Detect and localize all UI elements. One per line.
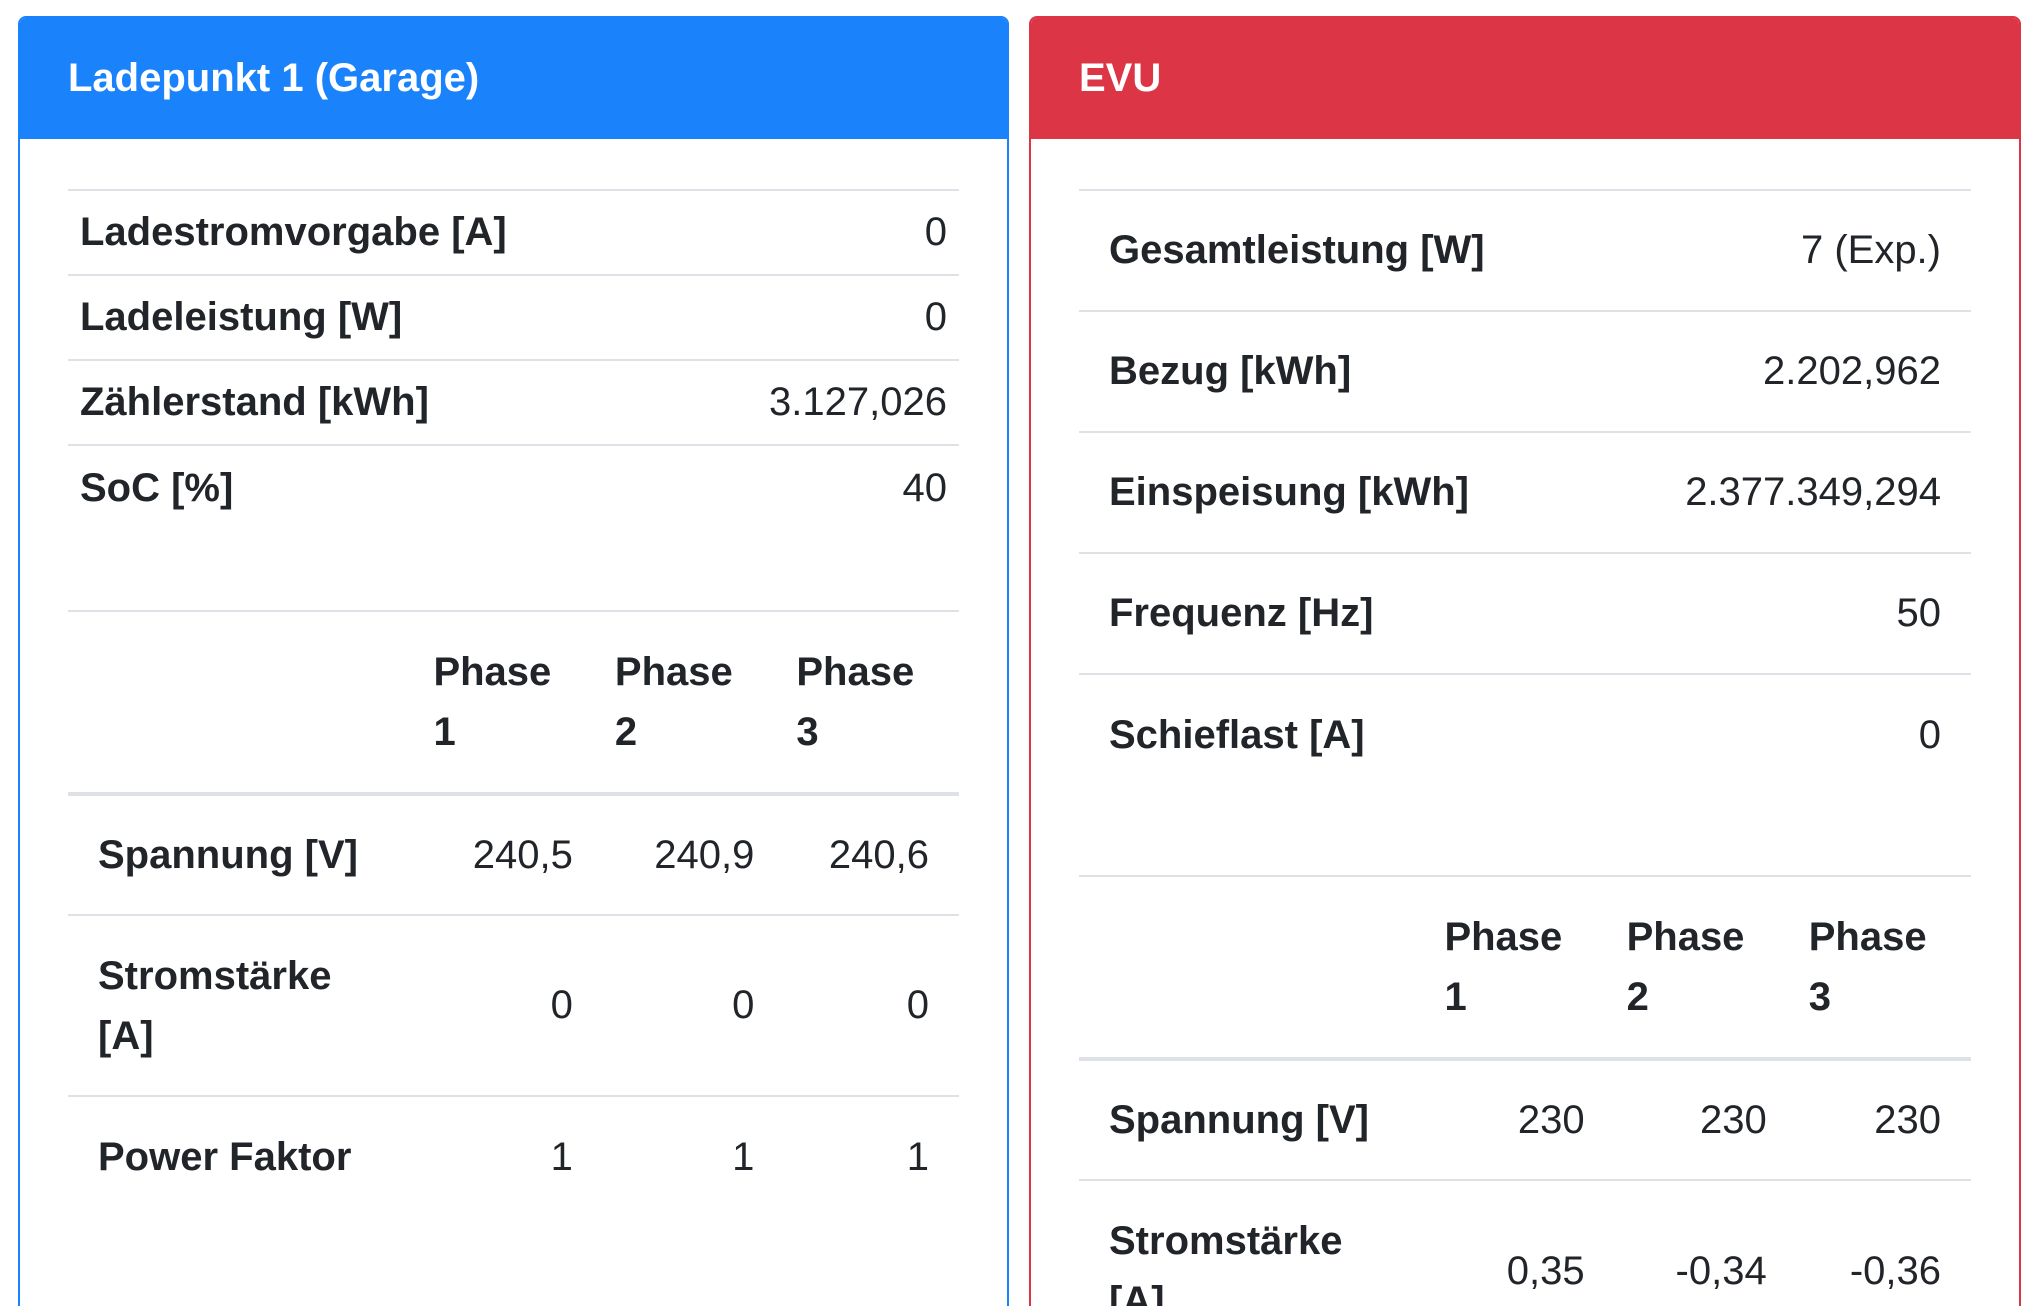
ladepunkt-title: Ladepunkt 1 (Garage) bbox=[68, 56, 480, 100]
row-label: SoC [%] bbox=[68, 444, 684, 530]
table-row: Spannung [V] 230 230 230 bbox=[1079, 1058, 1971, 1180]
table-row: Bezug [kWh] 2.202,962 bbox=[1079, 310, 1971, 432]
spacer bbox=[1079, 795, 1971, 875]
phase-3-value: 230 bbox=[1796, 1058, 1971, 1180]
row-value: 40 bbox=[683, 444, 959, 530]
evu-card-body: Gesamtleistung [W] 7 (Exp.) Bezug [kWh] … bbox=[1031, 139, 2019, 1306]
table-row: SoC [%] 40 bbox=[68, 444, 959, 530]
row-value: 0 bbox=[683, 274, 959, 360]
table-row: Zählerstand [kWh] 3.127,026 bbox=[68, 359, 959, 445]
table-row: Stromstärke [A] 0 0 0 bbox=[68, 914, 959, 1096]
row-value: 2.377.349,294 bbox=[1596, 431, 1971, 553]
header-phase-3: Phase 3 bbox=[784, 610, 959, 796]
row-label: Stromstärke [A] bbox=[1079, 1179, 1433, 1306]
phase-2-value: 230 bbox=[1614, 1058, 1797, 1180]
phase-2-value: 240,9 bbox=[602, 793, 785, 915]
phase-1-value: 1 bbox=[421, 1095, 603, 1217]
phase-1-value: 0,35 bbox=[1432, 1179, 1615, 1306]
row-label: Power Faktor bbox=[68, 1095, 422, 1217]
evu-summary-table: Gesamtleistung [W] 7 (Exp.) Bezug [kWh] … bbox=[1079, 189, 1971, 795]
row-label: Zählerstand [kWh] bbox=[68, 359, 684, 445]
header-phase-2: Phase 2 bbox=[1614, 875, 1797, 1061]
table-row: Gesamtleistung [W] 7 (Exp.) bbox=[1079, 189, 1971, 311]
row-value: 2.202,962 bbox=[1596, 310, 1971, 432]
evu-phase-table: Phase 1 Phase 2 Phase 3 Spannung [V] 230… bbox=[1079, 875, 1971, 1306]
row-value: 0 bbox=[1596, 673, 1971, 795]
row-label: Spannung [V] bbox=[68, 793, 422, 915]
ladepunkt-card-body: Ladestromvorgabe [A] 0 Ladeleistung [W] … bbox=[20, 139, 1007, 1217]
spacer bbox=[68, 530, 959, 610]
row-label: Spannung [V] bbox=[1079, 1058, 1433, 1180]
phase-3-value: 1 bbox=[784, 1095, 959, 1217]
phase-3-value: 0 bbox=[784, 914, 959, 1096]
table-row: Ladeleistung [W] 0 bbox=[68, 274, 959, 360]
evu-title: EVU bbox=[1079, 56, 1162, 100]
evu-card-header: EVU bbox=[1031, 18, 2019, 139]
evu-card: EVU Gesamtleistung [W] 7 (Exp.) Bezug [k… bbox=[1029, 16, 2021, 1306]
table-row: Power Faktor 1 1 1 bbox=[68, 1095, 959, 1217]
table-header-row: Phase 1 Phase 2 Phase 3 bbox=[1079, 875, 1971, 1061]
row-label: Einspeisung [kWh] bbox=[1079, 431, 1597, 553]
row-label: Schieflast [A] bbox=[1079, 673, 1597, 795]
ladepunkt-card: Ladepunkt 1 (Garage) Ladestromvorgabe [A… bbox=[18, 16, 1009, 1306]
table-row: Stromstärke [A] 0,35 -0,34 -0,36 bbox=[1079, 1179, 1971, 1306]
header-phase-3: Phase 3 bbox=[1796, 875, 1971, 1061]
phase-2-value: -0,34 bbox=[1614, 1179, 1797, 1306]
row-label: Ladeleistung [W] bbox=[68, 274, 684, 360]
row-value: 50 bbox=[1596, 552, 1971, 674]
header-empty bbox=[68, 610, 422, 796]
row-label: Gesamtleistung [W] bbox=[1079, 189, 1597, 311]
ladepunkt-summary-table: Ladestromvorgabe [A] 0 Ladeleistung [W] … bbox=[68, 189, 959, 530]
header-phase-1: Phase 1 bbox=[421, 610, 603, 796]
row-label: Frequenz [Hz] bbox=[1079, 552, 1597, 674]
table-header-row: Phase 1 Phase 2 Phase 3 bbox=[68, 610, 959, 796]
row-value: 7 (Exp.) bbox=[1596, 189, 1971, 311]
table-row: Schieflast [A] 0 bbox=[1079, 673, 1971, 795]
table-row: Spannung [V] 240,5 240,9 240,6 bbox=[68, 793, 959, 915]
phase-2-value: 1 bbox=[602, 1095, 785, 1217]
phase-1-value: 0 bbox=[421, 914, 603, 1096]
phase-3-value: -0,36 bbox=[1796, 1179, 1971, 1306]
ladepunkt-phase-table: Phase 1 Phase 2 Phase 3 Spannung [V] 240… bbox=[68, 610, 959, 1217]
phase-1-value: 230 bbox=[1432, 1058, 1615, 1180]
table-row: Einspeisung [kWh] 2.377.349,294 bbox=[1079, 431, 1971, 553]
row-label: Bezug [kWh] bbox=[1079, 310, 1597, 432]
row-value: 3.127,026 bbox=[683, 359, 959, 445]
phase-2-value: 0 bbox=[602, 914, 785, 1096]
header-phase-1: Phase 1 bbox=[1432, 875, 1615, 1061]
phase-3-value: 240,6 bbox=[784, 793, 959, 915]
phase-1-value: 240,5 bbox=[421, 793, 603, 915]
table-row: Ladestromvorgabe [A] 0 bbox=[68, 189, 959, 275]
row-label: Stromstärke [A] bbox=[68, 914, 422, 1096]
ladepunkt-card-header: Ladepunkt 1 (Garage) bbox=[20, 18, 1007, 139]
header-phase-2: Phase 2 bbox=[602, 610, 785, 796]
row-value: 0 bbox=[683, 189, 959, 275]
header-empty bbox=[1079, 875, 1433, 1061]
row-label: Ladestromvorgabe [A] bbox=[68, 189, 684, 275]
table-row: Frequenz [Hz] 50 bbox=[1079, 552, 1971, 674]
